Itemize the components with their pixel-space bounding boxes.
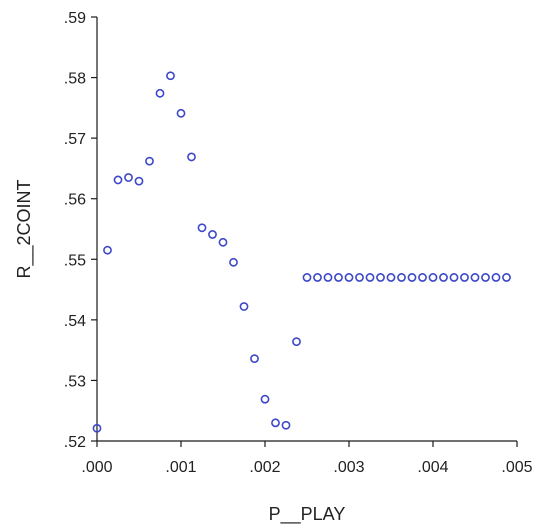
y-tick-label: .52 xyxy=(64,434,86,451)
data-point xyxy=(197,223,207,233)
data-point xyxy=(229,257,238,267)
x-axis-ticks: .000 .001 .002 .003 .004 .005 xyxy=(81,441,533,476)
x-tick-label: .003 xyxy=(333,459,364,476)
data-point xyxy=(187,152,196,162)
y-axis-title: R__2COINT xyxy=(14,179,35,278)
data-point xyxy=(113,175,123,185)
x-tick-label: .002 xyxy=(249,459,280,476)
data-point xyxy=(344,273,354,282)
data-point xyxy=(250,354,259,364)
x-axis-title: P__PLAY xyxy=(269,504,346,525)
data-point xyxy=(218,237,228,247)
data-point xyxy=(313,273,322,282)
y-tick-label: .55 xyxy=(64,252,86,269)
data-point xyxy=(418,273,427,282)
data-point xyxy=(470,273,480,282)
data-point xyxy=(481,273,490,282)
data-point xyxy=(176,108,186,118)
x-tick-label: .000 xyxy=(81,459,112,476)
data-point xyxy=(428,273,438,282)
data-point xyxy=(449,273,459,282)
y-tick-label: .56 xyxy=(64,192,86,209)
data-point xyxy=(134,176,144,186)
y-tick-label: .57 xyxy=(64,131,86,148)
data-point xyxy=(145,156,154,166)
data-point xyxy=(92,423,102,433)
data-point xyxy=(376,273,385,282)
data-point xyxy=(355,273,364,282)
data-point xyxy=(124,173,133,182)
data-point xyxy=(260,394,270,404)
data-point xyxy=(103,245,112,255)
data-point xyxy=(502,273,511,282)
x-tick-label: .004 xyxy=(417,459,448,476)
data-point xyxy=(302,273,312,282)
data-point xyxy=(397,273,406,282)
data-point xyxy=(208,230,217,239)
y-tick-label: .58 xyxy=(64,71,86,88)
data-point xyxy=(155,88,165,98)
data-point xyxy=(439,273,448,282)
data-points xyxy=(92,71,511,433)
y-tick-label: .53 xyxy=(64,373,86,390)
x-tick-label: .005 xyxy=(501,459,532,476)
y-tick-label: .59 xyxy=(64,10,86,27)
data-point xyxy=(323,273,333,282)
data-point xyxy=(334,273,343,282)
data-point xyxy=(281,420,291,430)
y-tick-label: .54 xyxy=(64,313,86,330)
data-point xyxy=(271,418,280,428)
data-point xyxy=(407,273,417,282)
data-point xyxy=(460,273,469,282)
data-point xyxy=(365,273,375,282)
y-axis-ticks: .52 .53 .54 .55 .56 .57 .58 .59 xyxy=(64,10,97,451)
data-point xyxy=(239,302,249,311)
data-point xyxy=(292,337,301,347)
x-tick-label: .001 xyxy=(165,459,196,476)
data-point xyxy=(386,273,396,282)
data-point xyxy=(166,71,175,81)
data-point xyxy=(491,273,501,282)
